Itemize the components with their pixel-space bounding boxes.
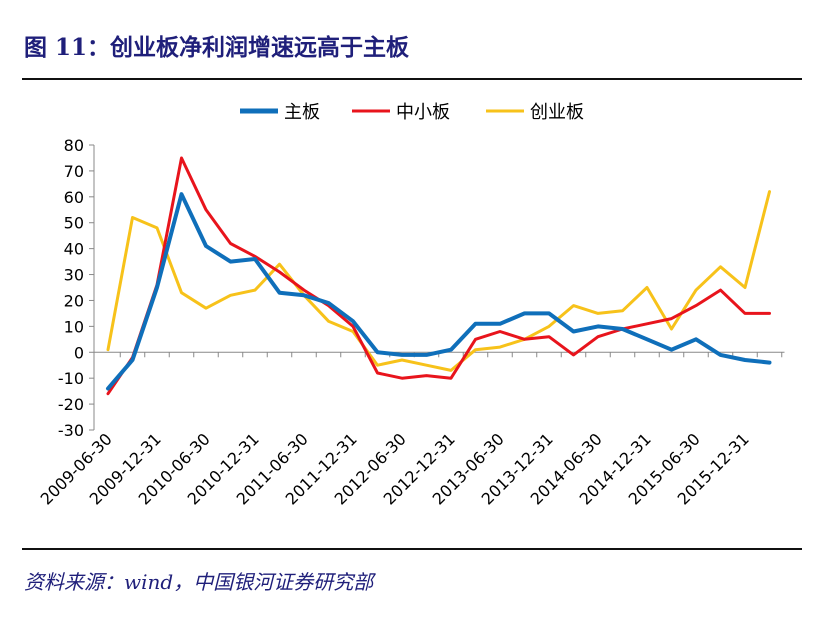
y-tick-label: 10 — [64, 317, 84, 336]
series-line-1 — [106, 156, 771, 396]
source-note: 资料来源：wind，中国银河证券研究部 — [24, 570, 374, 594]
y-tick-label: 60 — [64, 188, 84, 207]
y-tick-label: -30 — [58, 421, 84, 440]
series-line-0 — [106, 192, 772, 391]
line-chart: 主板 中小板 创业板 -30 -20 -10 0 10 20 30 40 50 60 70 80 2009… — [37, 102, 785, 509]
y-tick-label: 70 — [64, 162, 84, 181]
y-tick-label: 40 — [64, 240, 84, 259]
legend-label-1: 中小板 — [396, 102, 450, 123]
bottom-divider — [22, 548, 802, 550]
y-tick-label: -20 — [58, 395, 84, 414]
y-tick-label: 30 — [64, 266, 84, 285]
legend-label-2: 创业板 — [530, 102, 584, 123]
x-axis: 2009-06-302009-12-312010-06-302010-12-31… — [37, 351, 785, 509]
y-tick-label: -10 — [58, 369, 84, 388]
figure-title: 图 11：创业板净利润增速远高于主板 — [24, 34, 410, 61]
y-tick-label: 50 — [64, 214, 84, 233]
legend-label-0: 主板 — [284, 102, 320, 123]
chart-legend: 主板 中小板 创业板 — [240, 102, 584, 123]
series-line-2 — [106, 190, 771, 372]
top-divider — [22, 78, 802, 80]
y-tick-label: 20 — [64, 291, 84, 310]
y-tick-label: 0 — [74, 343, 84, 362]
y-tick-label: 80 — [64, 136, 84, 155]
chart-lines — [106, 156, 772, 396]
y-axis: -30 -20 -10 0 10 20 30 40 50 60 70 80 — [58, 136, 95, 440]
